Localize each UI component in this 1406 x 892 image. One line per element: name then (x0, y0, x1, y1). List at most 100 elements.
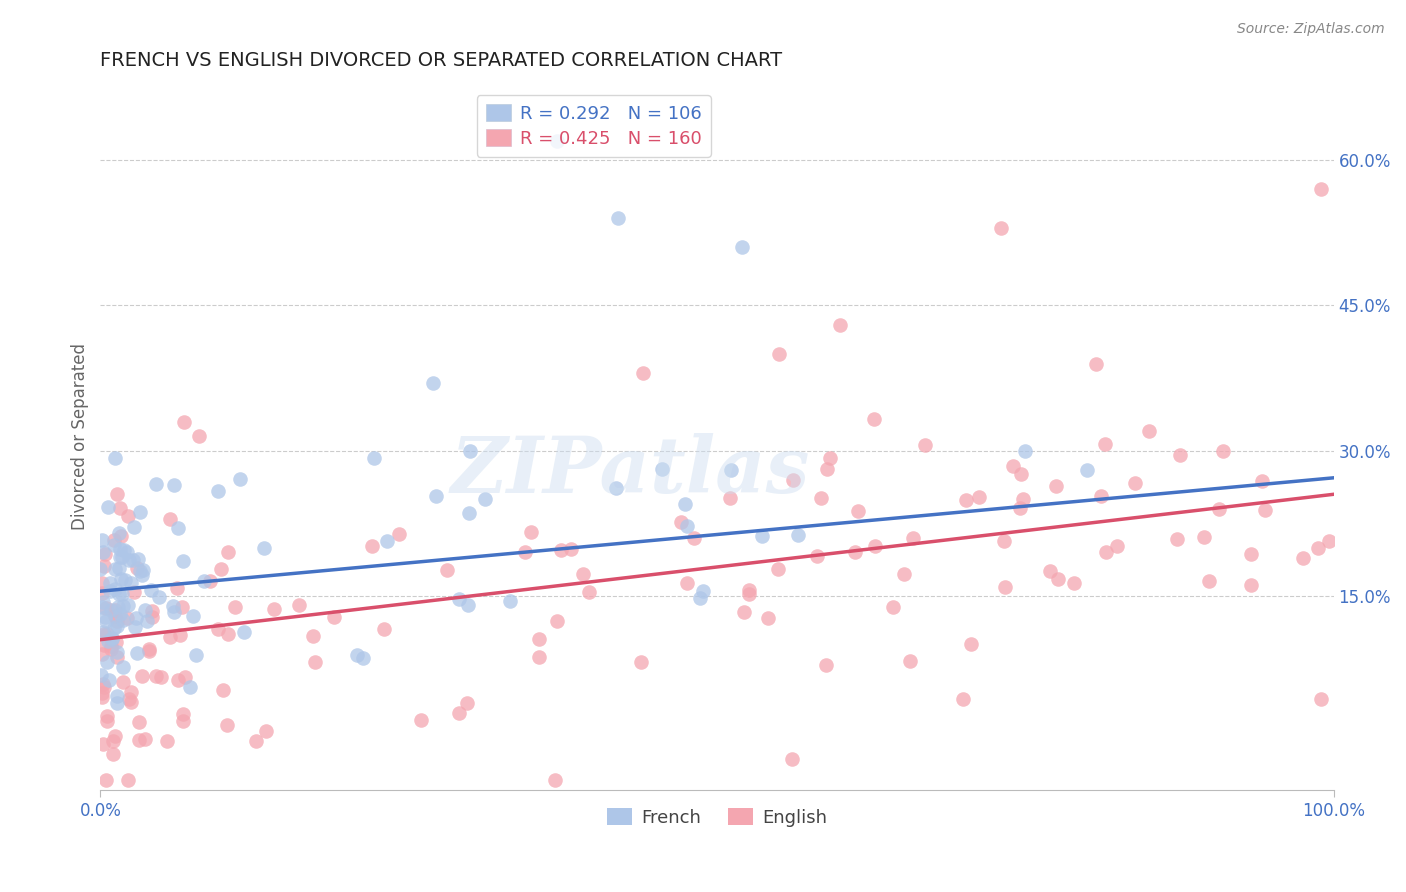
Point (107, 689, 129, 703)
Point (993, 534, 1015, 549)
Point (91, 533, 114, 548)
Point (104, 608, 127, 623)
Point (100, 631, 122, 645)
Point (651, 462, 673, 476)
Point (689, 591, 711, 606)
Point (128, 564, 150, 578)
Point (675, 576, 697, 591)
Point (544, 773, 567, 788)
Point (607, 211, 630, 225)
Point (105, 614, 128, 628)
Point (107, 649, 129, 664)
Point (188, 429, 211, 443)
Point (122, 585, 145, 599)
Point (738, 583, 761, 598)
Point (914, 438, 936, 452)
Point (141, 610, 163, 624)
Point (810, 491, 832, 505)
Point (127, 552, 149, 566)
Point (100, 642, 122, 657)
Point (134, 603, 156, 617)
Point (1094, 437, 1116, 451)
Point (409, 713, 432, 727)
Point (217, 545, 239, 559)
Point (1253, 503, 1275, 517)
Point (1039, 565, 1062, 579)
Point (901, 531, 924, 545)
Point (806, 549, 828, 564)
Point (117, 508, 139, 523)
Point (375, 533, 398, 548)
Point (1063, 576, 1085, 591)
Point (149, 670, 172, 684)
Point (108, 500, 131, 515)
Point (94, 547, 117, 561)
Point (1085, 357, 1108, 371)
Point (224, 600, 246, 615)
Point (1198, 574, 1220, 588)
Point (91, 599, 114, 614)
Point (91, 690, 114, 704)
Point (301, 628, 323, 642)
Point (527, 632, 550, 647)
Point (94, 610, 117, 624)
Point (136, 615, 159, 629)
Point (782, 473, 804, 487)
Point (304, 655, 326, 669)
Point (114, 573, 136, 587)
Point (1010, 467, 1032, 481)
Point (515, 544, 537, 558)
Point (91, 737, 114, 751)
Point (863, 412, 886, 426)
Point (162, 599, 184, 613)
Point (108, 560, 131, 574)
Point (104, 602, 127, 616)
Point (322, 610, 344, 624)
Point (91, 686, 114, 700)
Point (198, 574, 221, 589)
Point (387, 526, 409, 541)
Point (105, 618, 128, 632)
Point (93, 680, 115, 694)
Point (718, 491, 741, 505)
Point (457, 598, 479, 612)
Point (820, 451, 842, 466)
Point (93, 627, 115, 641)
Point (990, 220, 1012, 235)
Point (125, 611, 148, 625)
Point (112, 613, 135, 627)
Point (108, 526, 131, 541)
Point (751, 528, 773, 542)
Point (104, 729, 127, 743)
Point (456, 696, 478, 710)
Point (90, 668, 112, 682)
Point (1105, 539, 1128, 553)
Point (733, 605, 755, 619)
Point (1014, 443, 1036, 458)
Point (425, 489, 447, 503)
Point (458, 506, 481, 520)
Text: ZIPatlas: ZIPatlas (451, 434, 810, 509)
Point (363, 450, 385, 465)
Point (1137, 425, 1160, 439)
Point (148, 590, 170, 604)
Point (1317, 534, 1340, 549)
Point (373, 622, 395, 636)
Text: FRENCH VS ENGLISH DIVORCED OR SEPARATED CORRELATION CHART: FRENCH VS ENGLISH DIVORCED OR SEPARATED … (100, 51, 783, 70)
Point (103, 621, 125, 635)
Point (145, 477, 167, 491)
Text: Source: ZipAtlas.com: Source: ZipAtlas.com (1237, 22, 1385, 37)
Point (128, 715, 150, 730)
Point (1310, 182, 1333, 196)
Point (254, 724, 277, 739)
Point (134, 731, 156, 746)
Point (217, 627, 239, 641)
Point (98, 584, 121, 599)
Point (967, 490, 990, 504)
Point (94, 601, 117, 615)
Point (159, 630, 181, 644)
Point (125, 646, 148, 660)
Point (738, 587, 761, 601)
Point (105, 486, 128, 500)
Point (1090, 489, 1112, 503)
